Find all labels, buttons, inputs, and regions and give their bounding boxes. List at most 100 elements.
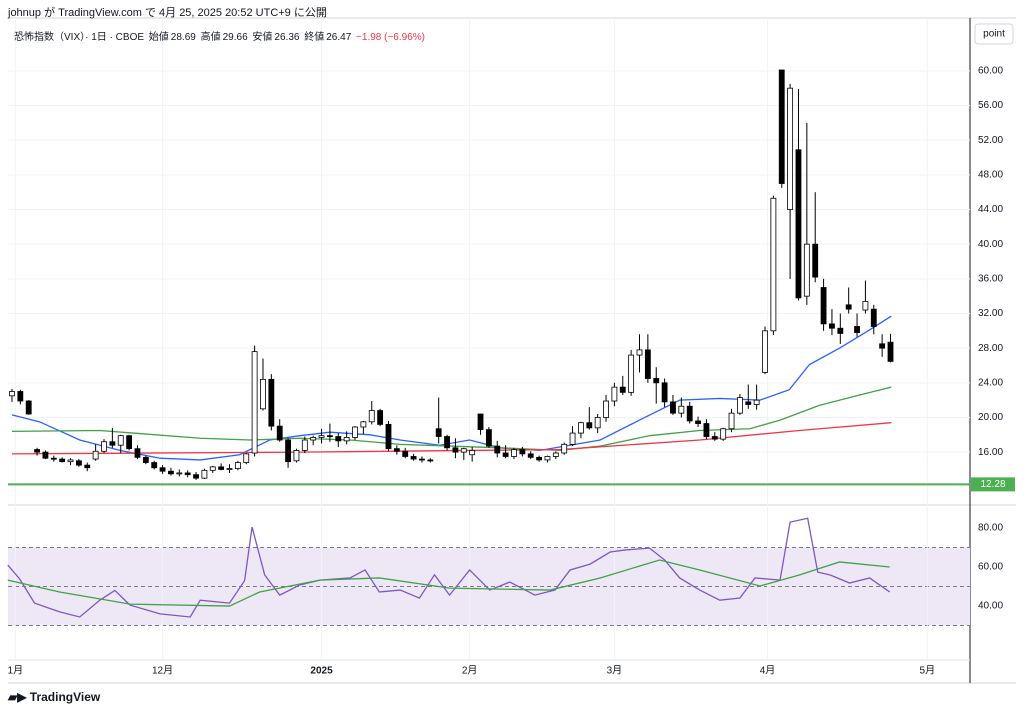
symbol: 恐怖指数（VIX）· 1日 · CBOE <box>14 32 145 43</box>
candle-body <box>201 469 208 479</box>
candle-body <box>611 386 618 402</box>
candle-body <box>552 452 559 457</box>
candle-body <box>75 460 82 466</box>
candle-body <box>126 435 133 450</box>
candle-body <box>686 405 693 422</box>
candle-body <box>569 432 576 445</box>
candle-body <box>101 441 107 452</box>
value: 28.69 <box>170 32 196 43</box>
candle-body <box>184 472 191 476</box>
candle-body <box>285 439 291 463</box>
candle-body <box>260 378 266 410</box>
x-tick-label: 3月 <box>607 665 623 677</box>
candle-body <box>544 456 551 461</box>
candle-body <box>17 391 24 402</box>
candle-body <box>368 410 375 423</box>
y-tick-label: 40.00 <box>978 239 1003 250</box>
candle-body <box>460 448 467 453</box>
candle-body <box>711 436 718 440</box>
candle-body <box>335 436 342 442</box>
x-tick-label: 12月 <box>152 665 173 677</box>
candle-body <box>360 421 367 428</box>
candle-body <box>209 466 216 471</box>
scale-button <box>974 23 1014 45</box>
candle-body <box>720 428 727 440</box>
candle-body <box>176 472 183 475</box>
candle-body <box>661 382 668 403</box>
candle-body <box>419 458 425 461</box>
candle-body <box>310 437 317 441</box>
candle-body <box>594 417 601 429</box>
candle-body <box>820 287 827 325</box>
y-tick-label: 40.00 <box>978 601 1003 612</box>
candle-body <box>435 428 442 437</box>
candle-body <box>787 87 794 210</box>
candle-body <box>168 470 174 475</box>
candle-body <box>862 300 869 311</box>
candle-body <box>829 323 835 329</box>
logo-text: TradingView <box>29 690 101 704</box>
candle-body <box>243 453 250 463</box>
candle-body <box>628 354 635 393</box>
candle-body <box>837 327 844 334</box>
candle-body <box>276 425 283 441</box>
candle-body <box>301 439 308 451</box>
candle-body <box>117 435 124 446</box>
candle-body <box>736 397 743 414</box>
candle-body <box>218 466 225 470</box>
candle-body <box>142 456 149 463</box>
candle-body <box>134 448 141 458</box>
candle-body <box>703 423 710 437</box>
candle-body <box>477 413 484 431</box>
price-tag-label: 12.28 <box>980 479 1005 490</box>
y-tick-label: 16.00 <box>978 447 1003 458</box>
candle-body <box>159 467 166 472</box>
candle-body <box>728 412 735 430</box>
candle-body <box>670 401 676 414</box>
candle-body <box>795 149 802 299</box>
candle-body <box>870 308 877 327</box>
candle-body <box>293 450 300 462</box>
candle-body <box>469 450 476 456</box>
candle-body <box>377 410 384 425</box>
candle-body <box>59 458 66 463</box>
candle-body <box>887 341 894 362</box>
candle-body <box>444 436 450 449</box>
moving-average <box>11 315 892 461</box>
moving-average <box>11 386 892 452</box>
candle-body <box>803 243 810 297</box>
candle-body <box>644 349 651 379</box>
candle-body <box>318 435 325 438</box>
candle-body <box>502 452 509 457</box>
moving-average <box>11 422 892 455</box>
candle-body <box>845 304 852 310</box>
label: 安値 <box>252 32 273 43</box>
candle-body <box>678 405 685 414</box>
x-tick-label: 5月 <box>920 665 936 677</box>
x-tick-label: 1月 <box>8 665 24 677</box>
candle-body <box>753 399 760 405</box>
candle-body <box>636 349 643 356</box>
candle-body <box>695 420 701 424</box>
candle-body <box>603 400 609 418</box>
scale-label: point <box>983 29 1005 40</box>
candle-body <box>619 386 626 393</box>
y-tick-label: 36.00 <box>978 273 1003 284</box>
rsi-line <box>7 517 891 618</box>
candle-body <box>327 435 333 438</box>
value: 29.66 <box>222 32 248 43</box>
candle-body <box>578 422 584 434</box>
candle-body <box>84 464 91 469</box>
x-tick-label: 2月 <box>462 665 478 677</box>
candle-body <box>234 462 241 470</box>
candle-body <box>427 459 434 462</box>
candle-body <box>561 443 568 454</box>
candle-body <box>343 437 350 442</box>
value: 26.47 <box>326 32 352 43</box>
y-tick-label: 60.00 <box>978 66 1003 77</box>
price-tag <box>971 477 1015 492</box>
candle-body <box>226 468 233 471</box>
candle-body <box>92 450 99 460</box>
